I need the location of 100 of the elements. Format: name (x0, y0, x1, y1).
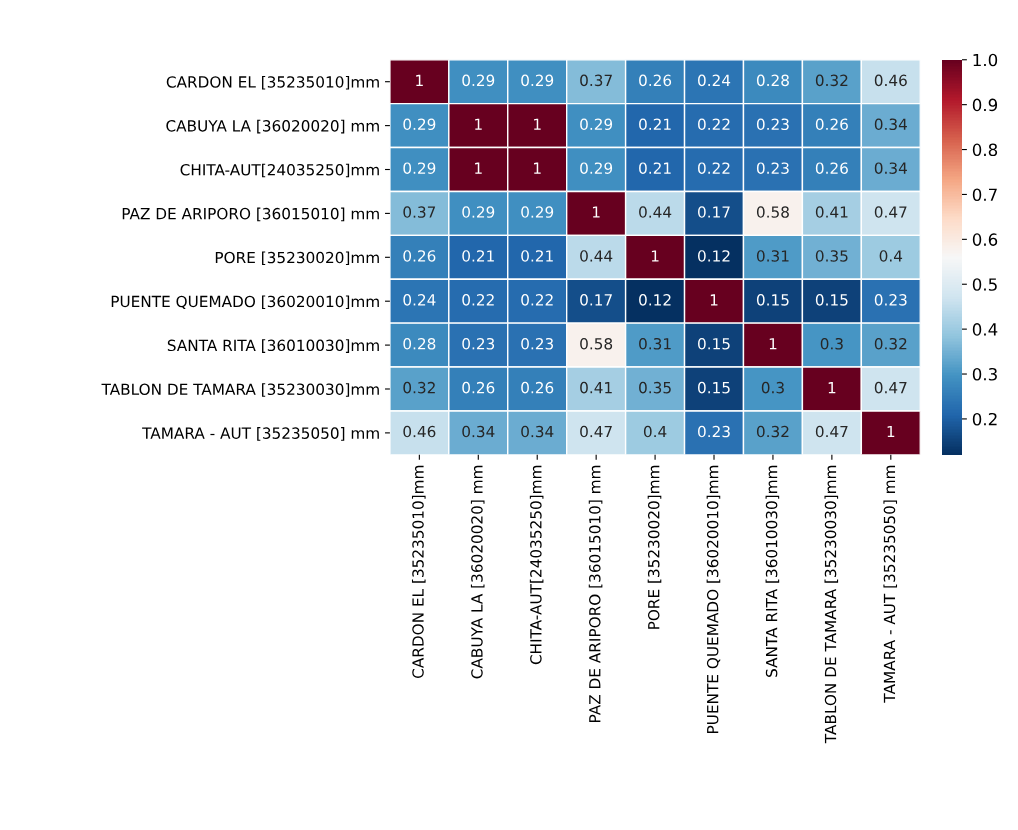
data-label: 0.15 (698, 381, 730, 394)
x-tick-label: TAMARA - AUT [35235050] mm (883, 465, 898, 703)
data-label: 0.15 (756, 294, 789, 306)
color-bar-label: 0.9 (972, 98, 998, 112)
data-label: 1 (592, 206, 600, 218)
y-tick-label: PUENTE QUEMADO [36020010]mm (111, 295, 379, 310)
data-label: 0.29 (580, 118, 613, 131)
data-label: 0.22 (698, 162, 730, 174)
y-tick-label: CHITA-AUT[24035250]mm (180, 163, 379, 178)
data-label: 0.3 (761, 381, 784, 394)
data-label: 0.46 (874, 74, 907, 87)
data-label: 0.47 (874, 206, 907, 218)
data-label: 1 (416, 74, 423, 86)
data-label: 0.4 (643, 425, 667, 438)
color-bar-label: 0.2 (972, 412, 997, 426)
x-tick-label: PORE [35230020]mm (647, 465, 662, 629)
x-tick-label: PUENTE QUEMADO [36020010]mm (706, 465, 721, 733)
data-label: 1 (651, 250, 659, 262)
data-label: 0.34 (874, 162, 907, 174)
data-label: 0.15 (815, 294, 848, 306)
data-label: 0.23 (698, 425, 730, 438)
data-label: 0.3 (820, 337, 843, 350)
color-bar-label: 1.0 (973, 53, 998, 67)
color-bar-label: 0.6 (972, 233, 998, 246)
data-label: 0.29 (521, 74, 554, 87)
data-label: 0.29 (580, 162, 613, 174)
data-label: 0.31 (756, 250, 789, 262)
data-label: 0.32 (403, 381, 435, 394)
data-label: 0.34 (462, 425, 495, 438)
color-bar-label: 0.3 (972, 367, 997, 381)
data-label: 0.17 (580, 294, 612, 306)
x-tick-label: SANTA RITA [36010030]mm (765, 465, 780, 677)
data-label: 0.24 (403, 294, 436, 306)
x-tick-label: PAZ DE ARIPORO [36015010] mm (588, 465, 603, 722)
data-label: 0.58 (756, 206, 789, 218)
data-label: 0.12 (698, 250, 730, 262)
y-tick-label: SANTA RITA [36010030]mm (167, 339, 379, 353)
data-label: 0.46 (403, 425, 436, 438)
data-label: 1 (475, 162, 482, 174)
data-label: 1 (534, 118, 541, 130)
color-bar-label: 0.5 (972, 278, 997, 291)
data-label: 0.28 (403, 337, 436, 350)
data-label: 0.35 (815, 250, 848, 262)
data-label: 0.23 (756, 118, 789, 131)
data-label: 0.23 (756, 162, 789, 174)
data-label: 1 (828, 382, 836, 394)
y-tick-label: CABUYA LA [36020020] mm (166, 119, 379, 134)
data-label: 0.29 (462, 74, 495, 87)
data-label: 0.22 (462, 294, 494, 306)
x-tick-label: TABLON DE TAMARA [35230030]mm (824, 465, 839, 744)
data-label: 0.17 (698, 206, 730, 218)
data-label: 0.4 (879, 250, 903, 262)
color-bar-label: 0.7 (972, 188, 997, 202)
x-tick-label: CHITA-AUT[24035250]mm (529, 465, 544, 665)
data-label: 1 (769, 338, 777, 350)
data-label: 0.41 (815, 206, 848, 218)
data-label: 0.26 (639, 74, 672, 87)
data-label: 0.58 (580, 337, 613, 350)
data-label: 0.47 (580, 425, 612, 438)
data-label: 1 (710, 294, 718, 306)
data-label: 1 (887, 425, 895, 438)
data-label: 0.32 (756, 425, 789, 438)
data-label: 0.32 (874, 337, 907, 350)
data-label: 0.26 (521, 381, 554, 394)
data-label: 0.47 (815, 425, 848, 438)
data-label: 0.21 (521, 250, 553, 262)
data-label: 0.22 (698, 118, 730, 131)
y-tick-label: PAZ DE ARIPORO [36015010] mm (122, 207, 379, 222)
data-label: 0.15 (698, 337, 730, 350)
data-label: 0.44 (639, 206, 672, 218)
data-label: 0.37 (580, 74, 612, 87)
data-label: 0.32 (815, 74, 848, 87)
data-label: 1 (475, 118, 482, 130)
y-tick-label: TABLON DE TAMARA [35230030]mm (101, 383, 379, 397)
data-label: 0.37 (403, 206, 436, 218)
data-label: 0.47 (874, 381, 907, 394)
data-label: 0.31 (639, 337, 671, 350)
color-bar-label: 0.8 (972, 143, 998, 157)
data-label: 0.26 (403, 250, 436, 262)
y-tick-label: TAMARA - AUT [35235050] mm (142, 427, 379, 441)
data-label: 0.21 (462, 250, 494, 262)
data-label: 0.29 (521, 206, 554, 218)
data-label: 0.34 (874, 118, 907, 131)
data-label: 0.29 (403, 118, 436, 131)
data-label: 0.24 (698, 74, 731, 87)
data-label: 0.23 (874, 294, 907, 306)
data-label: 0.23 (462, 337, 495, 350)
data-label: 0.26 (815, 118, 848, 131)
y-tick-label: PORE [35230020]mm (215, 251, 379, 266)
data-label: 0.29 (462, 206, 495, 218)
data-label: 0.28 (756, 74, 789, 87)
data-label: 0.35 (639, 381, 671, 394)
data-label: 0.29 (403, 162, 436, 174)
data-label: 0.12 (639, 294, 671, 306)
data-label: 0.26 (462, 381, 495, 394)
data-label: 0.34 (521, 425, 554, 438)
y-tick-label: CARDON EL [35235010]mm (166, 75, 379, 90)
data-label: 0.22 (521, 294, 553, 306)
data-label: 0.21 (639, 162, 671, 174)
data-label: 0.21 (639, 118, 671, 131)
